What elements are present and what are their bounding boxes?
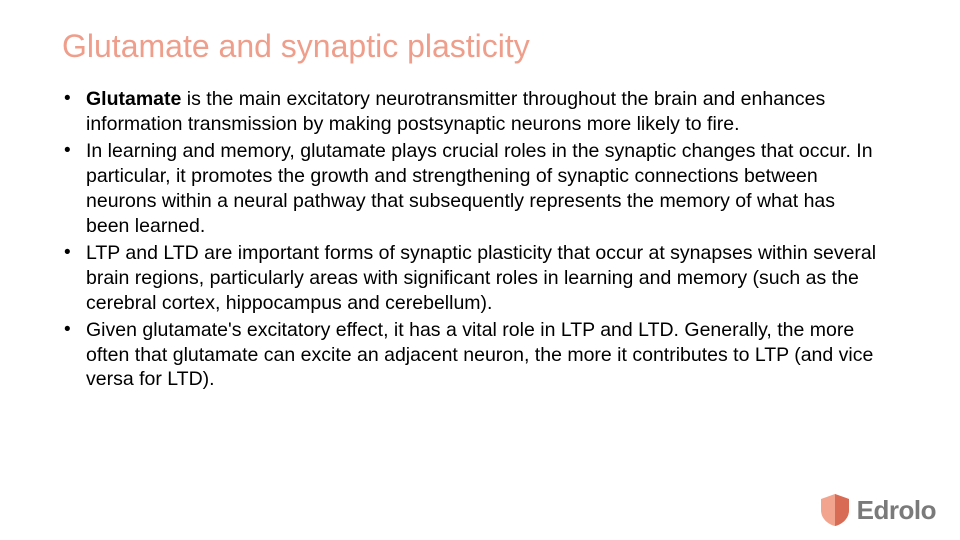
bullet-item: LTP and LTD are important forms of synap… xyxy=(56,241,880,316)
bullet-bold: Glutamate xyxy=(86,88,181,110)
bullet-text: In learning and memory, glutamate plays … xyxy=(86,140,873,237)
bullet-text: LTP and LTD are important forms of synap… xyxy=(86,242,876,314)
bullet-text: is the main excitatory neurotransmitter … xyxy=(86,88,825,135)
slide-title: Glutamate and synaptic plasticity xyxy=(62,28,920,65)
bullet-item: Given glutamate's excitatory effect, it … xyxy=(56,318,880,393)
bullet-item: In learning and memory, glutamate plays … xyxy=(56,139,880,239)
bullet-text: Given glutamate's excitatory effect, it … xyxy=(86,319,873,391)
bullet-item: Glutamate is the main excitatory neurotr… xyxy=(56,87,880,137)
brand-logo: Edrolo xyxy=(821,494,936,526)
bullet-list: Glutamate is the main excitatory neurotr… xyxy=(56,87,920,392)
brand-name: Edrolo xyxy=(857,495,936,526)
shield-icon xyxy=(821,494,849,526)
slide-container: Glutamate and synaptic plasticity Glutam… xyxy=(0,0,960,540)
